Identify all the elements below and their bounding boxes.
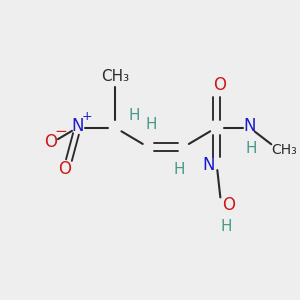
Text: H: H: [245, 141, 257, 156]
Text: H: H: [173, 162, 185, 177]
Text: CH₃: CH₃: [101, 69, 129, 84]
Text: +: +: [82, 110, 92, 124]
Text: O: O: [213, 76, 226, 94]
Text: N: N: [71, 117, 84, 135]
Text: N: N: [243, 117, 256, 135]
Text: O: O: [222, 196, 235, 214]
Text: O: O: [58, 160, 71, 178]
Text: CH₃: CH₃: [271, 143, 297, 157]
Text: H: H: [129, 108, 140, 123]
Text: H: H: [145, 117, 157, 132]
Text: H: H: [221, 219, 232, 234]
Text: O: O: [44, 133, 57, 151]
Text: −: −: [54, 124, 67, 139]
Text: N: N: [203, 156, 215, 174]
